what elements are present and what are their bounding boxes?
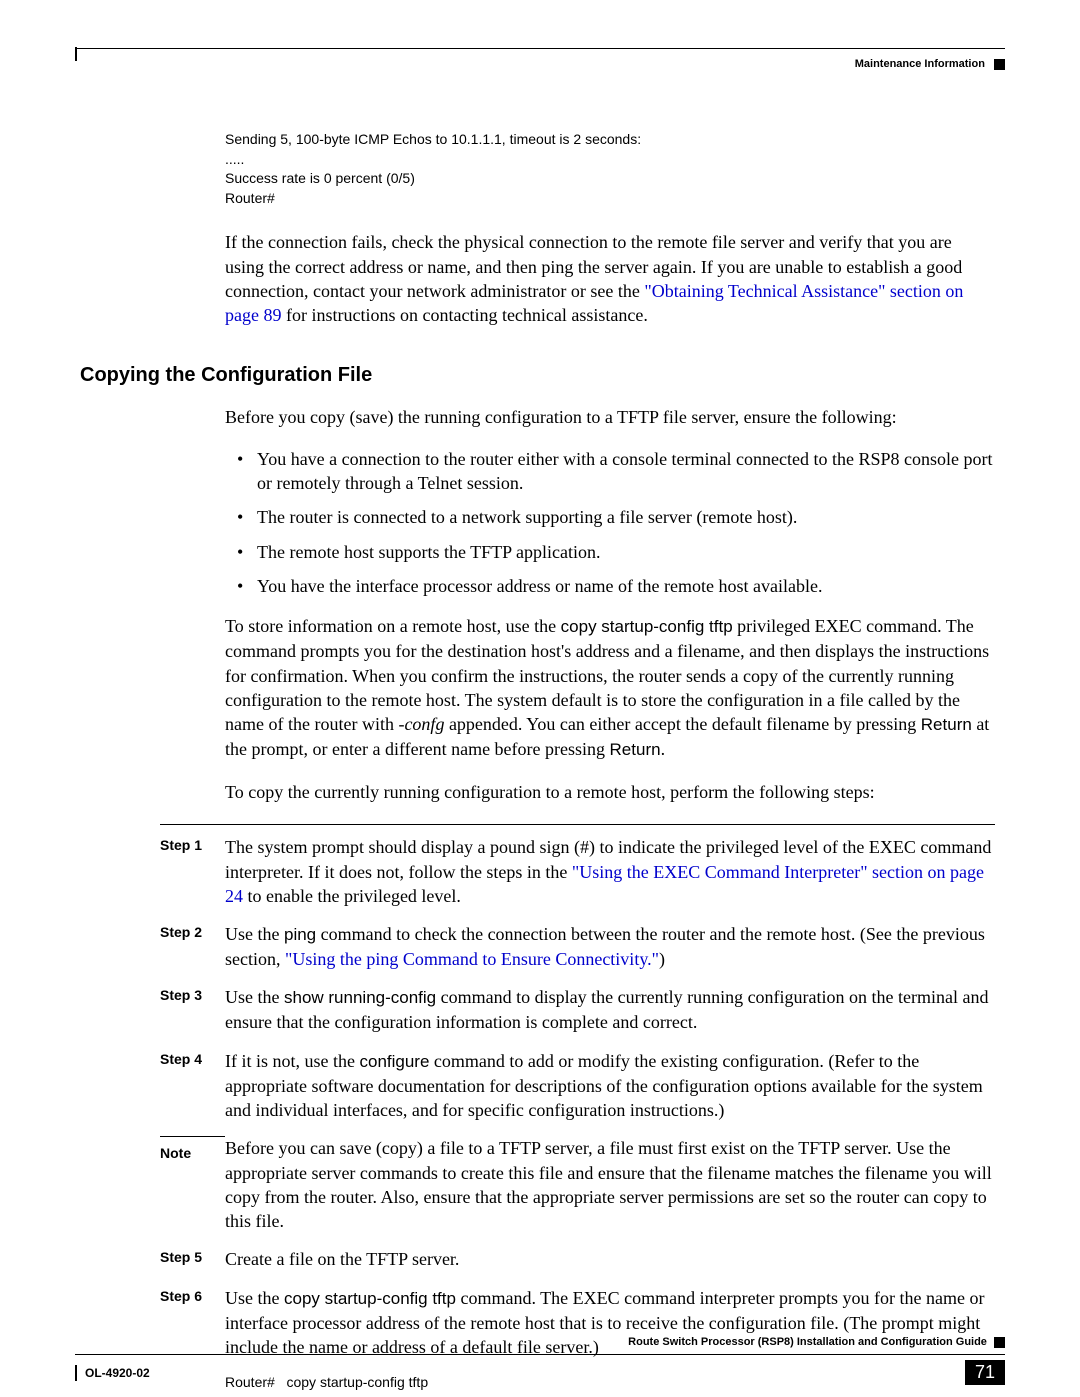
step-label: Step 1 [160,835,225,908]
s1-post: to enable the privileged level. [243,886,461,906]
step-label: Step 4 [160,1049,225,1123]
s2-pre: Use the [225,924,284,944]
p3-pre: To store information on a remote host, u… [225,616,561,636]
s6-cmd: copy startup-config tftp [284,1289,456,1308]
note-text: Before you can save (copy) a file to a T… [225,1136,995,1233]
s3-cmd: show running-config [284,988,436,1007]
p3-ital: -confg [398,714,444,734]
note-row: Note Before you can save (copy) a file t… [225,1136,995,1233]
footer-doc-title: Route Switch Processor (RSP8) Installati… [75,1336,1005,1354]
footer-bar: OL-4920-02 71 [75,1360,1005,1385]
step-rule [160,824,995,825]
section-heading: Copying the Configuration File [80,364,995,387]
step-label: Step 5 [160,1247,225,1271]
page-number: 71 [965,1360,1005,1385]
footer-title-text: Route Switch Processor (RSP8) Installati… [628,1336,987,1348]
list-item: You have the interface processor address… [225,574,995,598]
step-label: Step 3 [160,985,225,1034]
s3-pre: Use the [225,987,284,1007]
step-text: Use the ping command to check the connec… [225,922,995,971]
step-row: Step 2 Use the ping command to check the… [225,922,995,971]
step-row: Step 3 Use the show running-config comma… [225,985,995,1034]
bullet-list: You have a connection to the router eith… [225,447,995,598]
note-label-text: Note [160,1139,225,1161]
step-row: Step 5 Create a file on the TFTP server. [225,1247,995,1271]
list-item: You have a connection to the router eith… [225,447,995,496]
s6-pre: Use the [225,1288,284,1308]
step-label: Step 2 [160,922,225,971]
step-row: Step 4 If it is not, use the configure c… [225,1049,995,1123]
list-item: The remote host supports the TFTP applic… [225,540,995,564]
para-4: To copy the currently running configurat… [225,780,995,804]
code-output-1: Sending 5, 100-byte ICMP Echos to 10.1.1… [225,130,995,208]
step-text: The system prompt should display a pound… [225,835,995,908]
step-text: Create a file on the TFTP server. [225,1247,995,1271]
step-text: Use the show running-config command to d… [225,985,995,1034]
header-section-label: Maintenance Information [855,58,1005,70]
step-text: If it is not, use the configure command … [225,1049,995,1123]
footer-chip-icon [994,1337,1005,1348]
p3-cmd: copy startup-config tftp [561,617,733,636]
s4-cmd: configure [359,1052,429,1071]
footer: Route Switch Processor (RSP8) Installati… [75,1336,1005,1355]
intro-paragraph: If the connection fails, check the physi… [225,230,995,327]
header-text: Maintenance Information [855,58,985,70]
para-3: To store information on a remote host, u… [225,614,995,762]
s4-pre: If it is not, use the [225,1051,359,1071]
step-row: Step 1 The system prompt should display … [225,835,995,908]
steps-block: Step 1 The system prompt should display … [225,824,995,1393]
footer-left: OL-4920-02 [75,1365,150,1381]
list-item: The router is connected to a network sup… [225,505,995,529]
para-2: Before you copy (save) the running confi… [225,405,995,429]
note-label: Note [160,1136,225,1233]
p3-mid2: appended. You can either accept the defa… [444,714,920,734]
p3-end: . [661,739,666,759]
header-chip-icon [994,59,1005,70]
s2-post: ) [659,949,665,969]
intro-post: for instructions on contacting technical… [281,305,647,325]
top-rule [75,48,1005,49]
doc-code: OL-4920-02 [85,1366,150,1380]
main-content: Sending 5, 100-byte ICMP Echos to 10.1.1… [225,130,995,1393]
p3-return1: Return [921,715,972,734]
s2-cmd: ping [284,925,316,944]
p3-return2: Return [610,740,661,759]
ping-section-link[interactable]: "Using the ping Command to Ensure Connec… [285,949,659,969]
footer-mark-icon [75,1365,77,1381]
